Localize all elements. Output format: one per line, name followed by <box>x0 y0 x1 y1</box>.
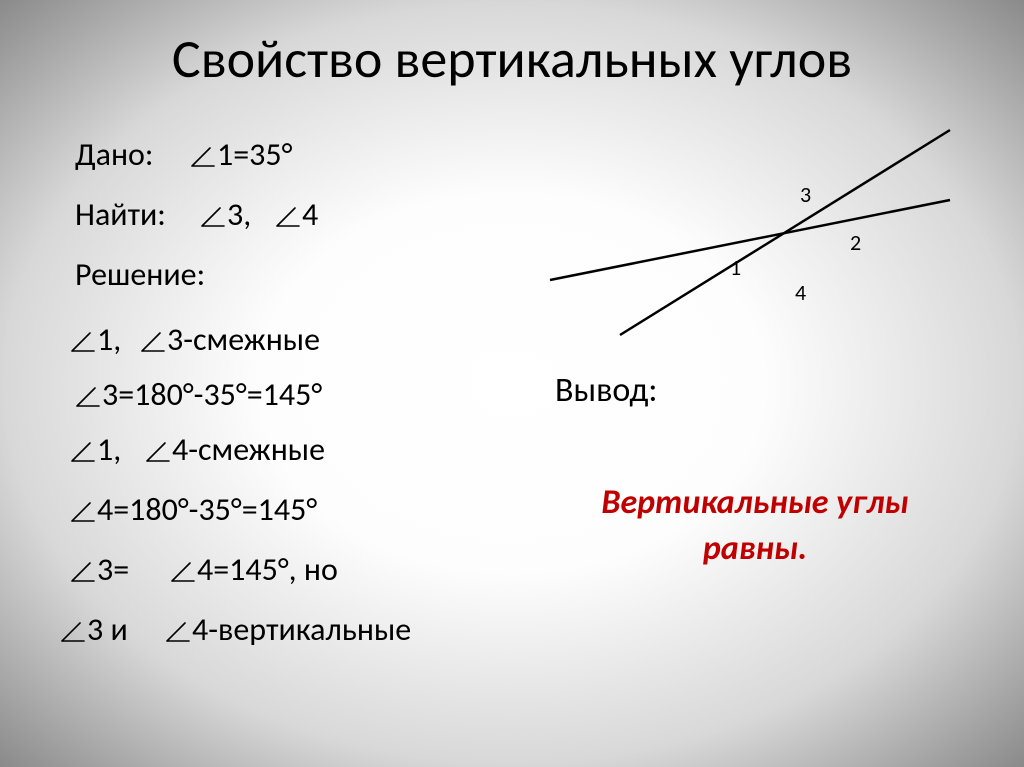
conclusion-label: Вывод: <box>555 370 657 411</box>
diagram-label-3: 3 <box>800 181 811 208</box>
s3a-text: 1, <box>97 430 121 469</box>
s5b-text: 4=145°, но <box>197 550 338 589</box>
angle-icon <box>70 433 96 472</box>
angle-icon <box>190 138 216 177</box>
diagram-label-1: 1 <box>730 254 741 281</box>
angle-icon <box>75 378 101 417</box>
s5a-text: 3= <box>97 550 129 589</box>
s1a-text: 1, <box>97 320 121 359</box>
angle-icon <box>70 493 96 532</box>
slide-title: Свойство вертикальных углов <box>0 26 1024 92</box>
s6b-text: 4-вертикальные <box>192 610 411 649</box>
solution-step-1b: 3-смежные <box>140 320 320 362</box>
given-value: 1=35° <box>190 135 292 177</box>
solution-step-6a: 3 и <box>60 610 128 652</box>
solution-step-4: 4=180°-35°=145° <box>70 490 317 532</box>
solution-step-1a: 1, <box>70 320 121 362</box>
solution-step-3b: 4-смежные <box>145 430 325 472</box>
find-value-a: 3, <box>200 195 251 237</box>
solution-label: Решение: <box>75 255 205 294</box>
s4-text: 4=180°-35°=145° <box>97 490 317 529</box>
find-a-text: 3, <box>227 195 251 234</box>
solution-step-6b: 4-вертикальные <box>165 610 411 652</box>
solution-step-5a: 3= <box>70 550 129 592</box>
diagram-label-2: 2 <box>850 229 861 256</box>
angle-icon <box>275 198 301 237</box>
s1b-text: 3-смежные <box>167 320 320 359</box>
diagram-line-2 <box>620 130 950 335</box>
angle-icon <box>145 433 171 472</box>
slide: Свойство вертикальных углов Дано: 1=35° … <box>0 0 1024 767</box>
angle-icon <box>70 553 96 592</box>
find-b-text: 4 <box>302 195 318 234</box>
s2-text: 3=180°-35°=145° <box>102 375 322 414</box>
angle-icon <box>70 323 96 362</box>
solution-step-5b: 4=145°, но <box>170 550 338 592</box>
angle-icon <box>165 613 191 652</box>
diagram-line-1 <box>550 200 950 280</box>
find-label: Найти: <box>75 195 166 234</box>
given-label: Дано: <box>75 135 153 174</box>
solution-step-3a: 1, <box>70 430 121 472</box>
find-value-b: 4 <box>275 195 318 237</box>
angle-icon <box>140 323 166 362</box>
angle-icon <box>170 553 196 592</box>
angle-icon <box>200 198 226 237</box>
angle-icon <box>60 613 86 652</box>
given-value-text: 1=35° <box>217 135 292 174</box>
s6a-text: 3 и <box>87 610 128 649</box>
conclusion-text: Вертикальные углы равны. <box>555 480 955 572</box>
solution-step-2: 3=180°-35°=145° <box>75 375 322 417</box>
diagram-label-4: 4 <box>795 279 806 306</box>
s3b-text: 4-смежные <box>172 430 325 469</box>
angles-diagram: 1 2 3 4 <box>520 120 960 340</box>
